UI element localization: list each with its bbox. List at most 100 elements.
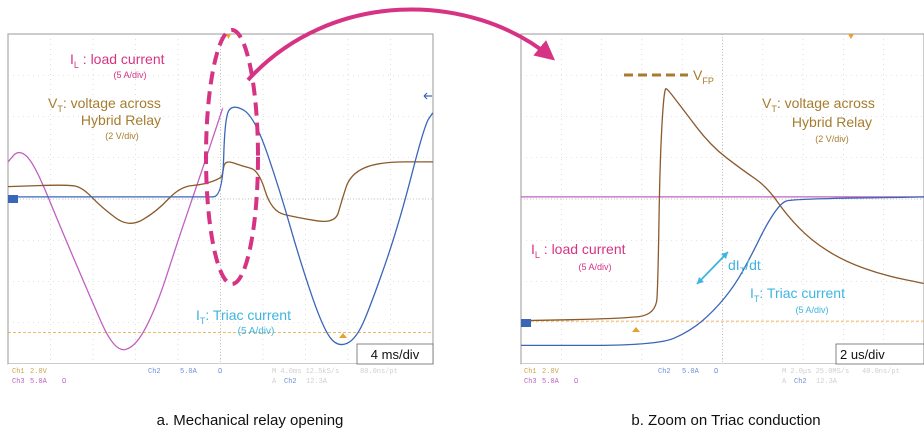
grid-a [8, 34, 433, 364]
timebase-box-b [835, 343, 924, 365]
ann-b-slope-sub: T [740, 266, 746, 276]
ann-b-it-scale: (5 A/div) [795, 305, 828, 315]
channel-marker-a [8, 195, 18, 203]
ann-a-il-text: : load current [79, 51, 165, 67]
ann-b-vfp-prefix: V [693, 67, 703, 83]
ann-b-it-sub: T [754, 294, 760, 304]
ann-a-it-scale: (5 A/div) [238, 326, 275, 337]
svg-text:VT: voltage across: VT: voltage across [762, 95, 875, 114]
footer-a-ohm: Ω [218, 368, 222, 376]
footer-b-ch1: Ch1 [524, 368, 537, 376]
channel-marker-b [521, 319, 531, 327]
svg-text:IL : load current: IL : load current [531, 241, 626, 260]
trace-load_current [8, 107, 224, 351]
footer-b-ch3-ohm: Ω [574, 378, 578, 386]
footer-b-ohm: Ω [714, 368, 718, 376]
ann-b-vfp-sub: FP [702, 76, 714, 86]
footer-b-ch2: Ch2 [658, 368, 671, 376]
footer-b-ch3: Ch3 [524, 378, 537, 386]
footer-b-timebase-readout: M 2.0μs 25.0MS/s [782, 368, 849, 376]
ann-a-it-sub: T [200, 316, 206, 326]
caption-a: a. Mechanical relay opening [157, 412, 344, 429]
ann-b-slope-text: /dt [745, 257, 761, 273]
annotation-load-current-a: IL : load current (5 A/div) [70, 51, 165, 80]
ann-a-vt-prefix: V [48, 95, 58, 111]
trace-triac [521, 196, 924, 347]
footer-b-ch1-scale: 2.0V [542, 368, 560, 376]
zoom-arrow [246, 7, 556, 82]
ann-a-il-prefix: I [70, 51, 74, 67]
footer-b-trigger-a: A [782, 378, 787, 386]
slope-indicator [696, 251, 729, 285]
svg-text:IT: Triac current: IT: Triac current [750, 285, 845, 304]
ann-a-il-sub: L [74, 60, 79, 70]
footer-a-trigger-a: A [272, 378, 277, 386]
footer-b-ch2-scale: 5.0A [682, 368, 700, 376]
scope-footer-b: Ch1 2.0V Ch2 5.0A Ω M 2.0μs 25.0MS/s 40.… [524, 368, 900, 386]
ann-a-it-text: : Triac current [205, 307, 291, 323]
ann-a-it-prefix: I [196, 307, 200, 323]
ann-b-vt-text: : voltage across [777, 95, 875, 111]
timebase-b: 2 us/div [840, 347, 885, 362]
highlight-ellipse [204, 28, 260, 286]
footer-a-trigger-level: 12.3A [306, 378, 328, 386]
timebase-box-a [356, 343, 434, 365]
ann-b-il-text: : load current [540, 241, 626, 257]
ann-b-vfp: VFP [693, 67, 714, 86]
footer-b-trigger-level: 12.3A [816, 378, 838, 386]
ann-b-it-prefix: I [750, 285, 754, 301]
level-arrow-a [423, 92, 432, 100]
ann-b-il-prefix: I [531, 241, 535, 257]
annotation-triac-a: IT: Triac current (5 A/div) [196, 307, 291, 337]
svg-text:dIT/dt: dIT/dt [728, 257, 761, 276]
ann-b-vt-line2: Hybrid Relay [792, 114, 872, 130]
annotation-voltage-a: VT: voltage across Hybrid Relay (2 V/div… [48, 95, 161, 141]
svg-text:VT: voltage across: VT: voltage across [48, 95, 161, 114]
trigger-marker-bottom-a [339, 333, 347, 338]
ann-a-il-scale: (5 A/div) [113, 70, 146, 80]
footer-a-ch1-scale: 2.0V [30, 368, 48, 376]
footer-a-timebase-readout: M 4.0ms 12.5kS/s [272, 368, 339, 376]
footer-b-sample-rate: 40.0ns/pt [862, 368, 900, 376]
footer-a-ch1: Ch1 [12, 368, 25, 376]
ann-b-il-sub: L [535, 250, 540, 260]
ann-a-vt-scale: (2 V/div) [105, 131, 139, 141]
traces-a [8, 106, 433, 351]
ann-b-il-scale: (5 A/div) [578, 262, 611, 272]
trigger-marker-bottom-b [632, 327, 640, 332]
ann-b-it-text: : Triac current [759, 285, 845, 301]
footer-a-ch3: Ch3 [12, 378, 25, 386]
footer-a-ch3-scale: 5.0A [30, 378, 48, 386]
ann-b-slope-prefix: dI [728, 257, 740, 273]
ann-a-vt-sub: T [57, 104, 63, 114]
footer-b-ch3-scale: 5.0A [542, 378, 560, 386]
scope-footer-a: Ch1 2.0V Ch2 5.0A Ω M 4.0ms 12.5kS/s 80.… [12, 368, 398, 386]
trace-triac [8, 106, 433, 346]
grid-b [521, 34, 924, 364]
annotation-load-current-b: IL : load current (5 A/div) [531, 241, 626, 272]
ann-b-vt-sub: T [771, 104, 777, 114]
ann-a-vt-text: : voltage across [63, 95, 161, 111]
svg-text:IL : load current: IL : load current [70, 51, 165, 70]
panel-a: Ch1 2.0V Ch2 5.0A Ω M 4.0ms 12.5kS/s 80.… [7, 28, 434, 400]
annotation-triac-b: IT: Triac current (5 A/div) [750, 285, 845, 315]
footer-a-ch2-scale: 5.0A [180, 368, 198, 376]
timebase-a: 4 ms/div [371, 347, 420, 362]
trace-voltage [521, 88, 924, 322]
footer-a-trigger-ch: Ch2 [284, 378, 297, 386]
slope-arrowheads [697, 252, 728, 284]
ann-b-vt-prefix: V [762, 95, 772, 111]
traces-b [521, 88, 924, 347]
ann-b-vt-scale: (2 V/div) [815, 134, 849, 144]
annotation-voltage-b: VT: voltage across Hybrid Relay (2 V/div… [762, 95, 875, 144]
panel-b: Ch1 2.0V Ch2 5.0A Ω M 2.0μs 25.0MS/s 40.… [520, 33, 924, 400]
footer-a-ch2: Ch2 [148, 368, 161, 376]
annotation-slope-b: dIT/dt [728, 257, 761, 276]
trigger-marker-top-b [848, 34, 854, 39]
svg-text:IT: Triac current: IT: Triac current [196, 307, 291, 326]
footer-b-trigger-ch: Ch2 [794, 378, 807, 386]
trigger-marker-top-a [226, 34, 231, 39]
ann-a-vt-line2: Hybrid Relay [81, 112, 161, 128]
caption-b: b. Zoom on Triac conduction [631, 412, 820, 429]
footer-a-sample-rate: 80.0ns/pt [360, 368, 398, 376]
